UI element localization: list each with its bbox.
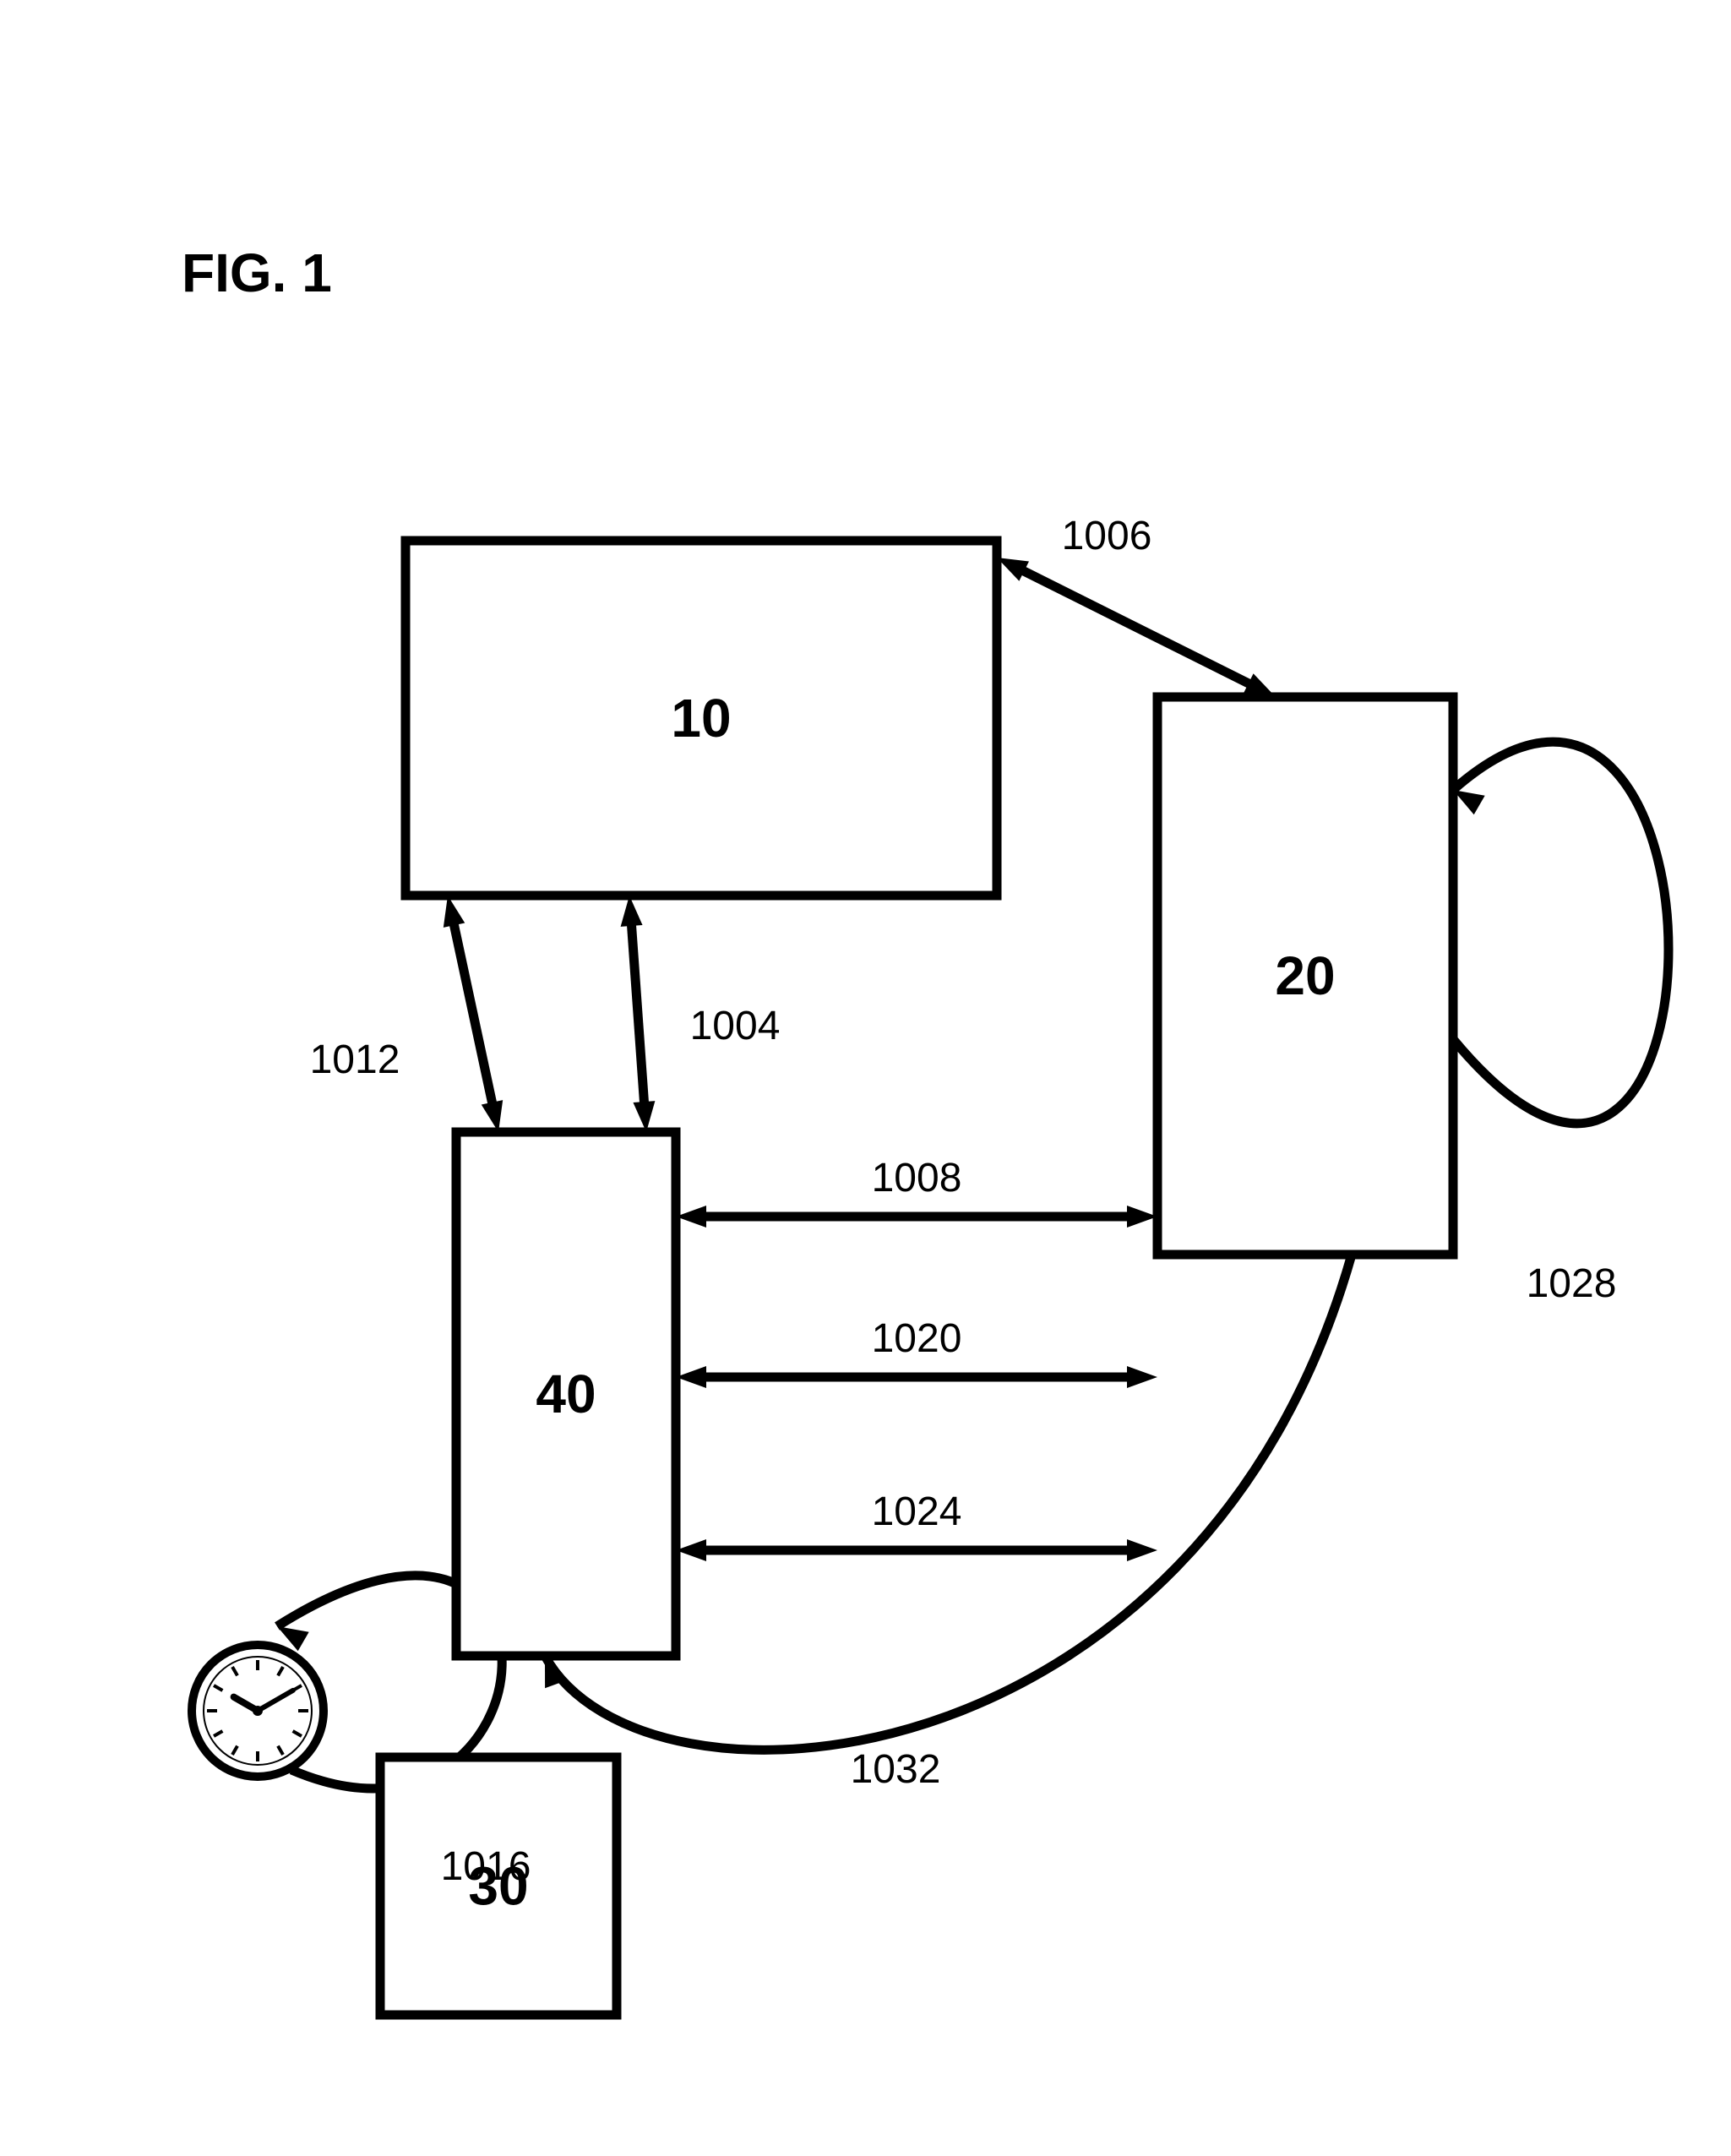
edge-1012 — [444, 896, 503, 1132]
edge-1024 — [676, 1539, 1157, 1561]
clock-layer — [192, 1645, 324, 1777]
edge-label-1004: 1004 — [690, 1004, 781, 1048]
edge-1028 — [1453, 742, 1668, 1124]
edge-label-1012: 1012 — [310, 1037, 400, 1082]
figure-1-block-diagram: 10204030 1006100410121008102010241032102… — [0, 0, 1731, 2156]
block-label-40: 40 — [536, 1364, 596, 1424]
edge-label-1024: 1024 — [872, 1489, 962, 1534]
block-label-20: 20 — [1275, 945, 1335, 1006]
edge-label-1016: 1016 — [441, 1844, 531, 1889]
edge-1004 — [621, 896, 656, 1132]
block-20: 20 — [1157, 697, 1453, 1255]
block-40: 40 — [456, 1132, 676, 1656]
figure-title: FIG. 1 — [182, 242, 332, 303]
edge-label-1006: 1006 — [1062, 514, 1152, 558]
edge-1020 — [676, 1366, 1157, 1388]
edge-1006 — [997, 558, 1276, 697]
edge-label-1028: 1028 — [1527, 1261, 1617, 1306]
edge-label-1020: 1020 — [872, 1316, 962, 1361]
edge-label-1008: 1008 — [872, 1156, 962, 1200]
edge-label-1032: 1032 — [851, 1747, 941, 1792]
block-label-10: 10 — [671, 688, 731, 749]
nodes-layer: 10204030 — [380, 541, 1453, 2015]
block-10: 10 — [406, 541, 997, 896]
clock-icon — [192, 1645, 324, 1777]
edge-1008 — [676, 1206, 1157, 1228]
